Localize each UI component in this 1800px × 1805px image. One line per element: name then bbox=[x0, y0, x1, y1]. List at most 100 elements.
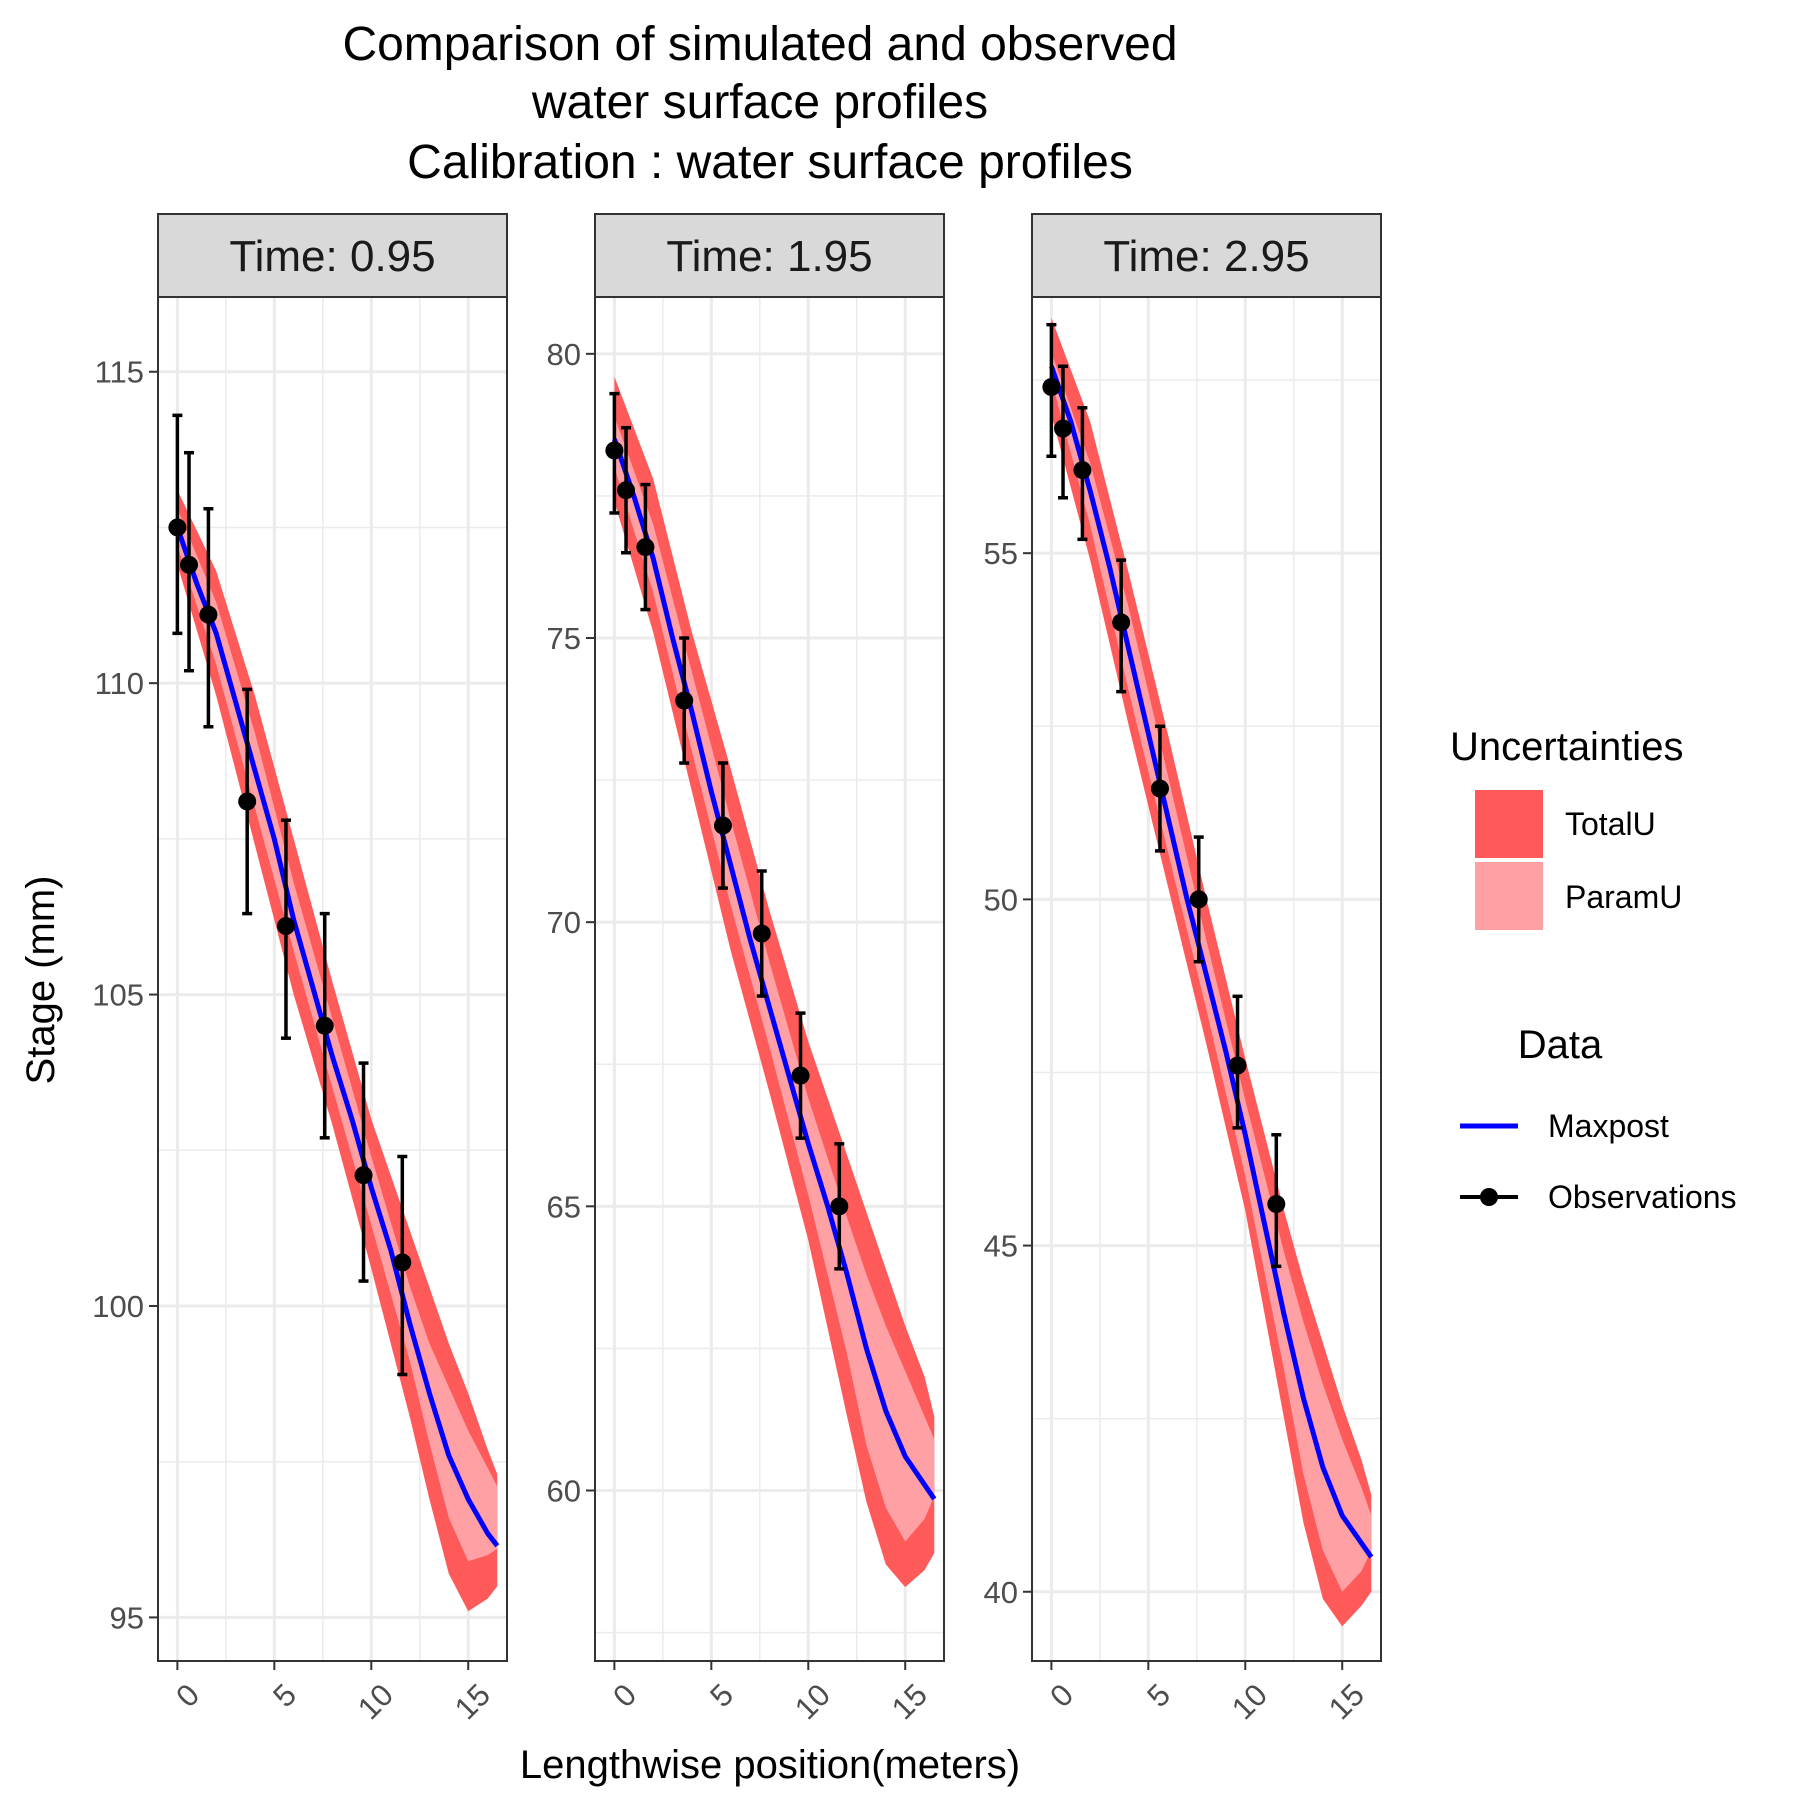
y-tick-label: 55 bbox=[984, 536, 1018, 571]
observation-point bbox=[238, 687, 257, 916]
y-tick-label: 115 bbox=[95, 355, 144, 390]
observation-point bbox=[276, 818, 295, 1040]
legend-param-label: ParamU bbox=[1565, 879, 1682, 915]
x-tick-label: 15 bbox=[448, 1677, 497, 1726]
x-tick-label: 15 bbox=[885, 1677, 934, 1726]
observation-dot bbox=[1112, 613, 1131, 632]
observation-point bbox=[1112, 558, 1131, 694]
observation-dot bbox=[1073, 461, 1092, 480]
observation-dot bbox=[238, 792, 257, 811]
x-tick-label: 5 bbox=[703, 1677, 740, 1714]
param-uncertainty-band bbox=[614, 416, 935, 1542]
y-tick-label: 95 bbox=[110, 1600, 144, 1635]
observation-point bbox=[1228, 994, 1247, 1130]
observation-dot bbox=[752, 924, 771, 943]
observation-dot bbox=[713, 816, 732, 835]
observation-point bbox=[180, 450, 199, 673]
observation-dot bbox=[315, 1016, 334, 1035]
observation-point bbox=[1073, 406, 1092, 542]
legend-maxpost-label: Maxpost bbox=[1548, 1108, 1669, 1144]
y-tick-label: 100 bbox=[92, 1289, 144, 1324]
legend-observations-dot bbox=[1480, 1188, 1498, 1206]
grid bbox=[158, 297, 507, 1661]
observation-dot bbox=[791, 1066, 810, 1085]
maxpost-line bbox=[175, 526, 500, 1548]
panel-border bbox=[1031, 296, 1382, 1662]
observation-dot bbox=[605, 441, 624, 460]
x-tick-label: 0 bbox=[1043, 1677, 1080, 1714]
observation-dot bbox=[636, 538, 655, 557]
maxpost-line bbox=[612, 438, 937, 1501]
observation-point bbox=[1054, 364, 1073, 500]
observation-point bbox=[752, 869, 771, 998]
observation-point bbox=[605, 391, 624, 515]
facet-strip bbox=[157, 213, 508, 298]
chart-title: Comparison of simulated and observed wat… bbox=[342, 18, 1177, 189]
title-line-2: water surface profiles bbox=[531, 76, 988, 129]
x-tick-label: 10 bbox=[788, 1677, 837, 1726]
observation-dot bbox=[1189, 890, 1208, 909]
observation-point bbox=[199, 507, 218, 729]
legend-observations-label: Observations bbox=[1548, 1179, 1737, 1215]
legend-param-swatch bbox=[1475, 862, 1543, 930]
y-tick-label: 80 bbox=[547, 337, 581, 372]
observation-dot bbox=[1150, 779, 1169, 798]
observation-dot bbox=[168, 518, 187, 537]
y-tick-label: 75 bbox=[547, 621, 581, 656]
facet-strip-label: Time: 2.95 bbox=[1103, 232, 1309, 281]
panel-border bbox=[157, 296, 508, 1662]
grid bbox=[1032, 297, 1381, 1661]
title-line-1: Comparison of simulated and observed bbox=[342, 18, 1177, 71]
legend-uncertainties-title: Uncertainties bbox=[1450, 725, 1683, 769]
observation-dot bbox=[675, 691, 694, 710]
facet-panel-1: Time: 0.95 95 100 105 110 115 0 5 10 15 bbox=[92, 213, 508, 1726]
title-line-3: Calibration : water surface profiles bbox=[407, 136, 1133, 189]
facet-panel-3: Time: 2.95 40 45 50 55 0 5 10 15 bbox=[984, 213, 1382, 1726]
x-tick-label: 5 bbox=[266, 1677, 303, 1714]
observation-point bbox=[393, 1154, 412, 1377]
observation-point bbox=[713, 761, 732, 890]
x-tick-label: 0 bbox=[606, 1677, 643, 1714]
observation-point bbox=[168, 413, 187, 636]
observation-point bbox=[636, 482, 655, 612]
x-tick-label: 10 bbox=[1225, 1677, 1274, 1726]
observation-point bbox=[830, 1142, 849, 1271]
observation-dot bbox=[354, 1166, 373, 1185]
observation-point bbox=[354, 1061, 373, 1283]
y-tick-label: 60 bbox=[547, 1474, 581, 1509]
facet-strip-label: Time: 0.95 bbox=[229, 232, 435, 281]
observation-dot bbox=[617, 481, 636, 500]
observation-point bbox=[1150, 724, 1169, 853]
legend-total-label: TotalU bbox=[1565, 806, 1656, 842]
observation-dot bbox=[393, 1253, 412, 1272]
observation-dot bbox=[276, 917, 295, 936]
y-axis-title: Stage (mm) bbox=[19, 876, 63, 1085]
y-tick-label: 50 bbox=[984, 882, 1018, 917]
y-tick-label: 40 bbox=[984, 1575, 1018, 1610]
observation-point bbox=[315, 911, 334, 1140]
observation-point bbox=[791, 1011, 810, 1140]
y-tick-label: 65 bbox=[547, 1189, 581, 1224]
facet-strip bbox=[1031, 213, 1382, 298]
maxpost-line bbox=[1049, 365, 1374, 1559]
facet-strip bbox=[594, 213, 945, 298]
panel-border bbox=[594, 296, 945, 1662]
y-tick-label: 110 bbox=[95, 666, 144, 701]
observation-point bbox=[1267, 1133, 1286, 1269]
facet-panel-2: Time: 1.95 60 65 70 75 80 0 5 10 15 bbox=[547, 213, 945, 1726]
observation-dot bbox=[1228, 1056, 1247, 1075]
legend: Uncertainties TotalU ParamU Data Maxpost… bbox=[1450, 725, 1737, 1215]
observation-point bbox=[675, 636, 694, 765]
x-tick-label: 5 bbox=[1140, 1677, 1177, 1714]
observation-dot bbox=[830, 1197, 849, 1216]
y-tick-label: 105 bbox=[92, 978, 144, 1013]
legend-data-title: Data bbox=[1518, 1023, 1603, 1067]
x-tick-label: 10 bbox=[351, 1677, 400, 1726]
observation-point bbox=[1042, 322, 1061, 458]
observation-dot bbox=[1054, 419, 1073, 438]
x-tick-label: 15 bbox=[1322, 1677, 1371, 1726]
observation-dot bbox=[180, 555, 199, 574]
